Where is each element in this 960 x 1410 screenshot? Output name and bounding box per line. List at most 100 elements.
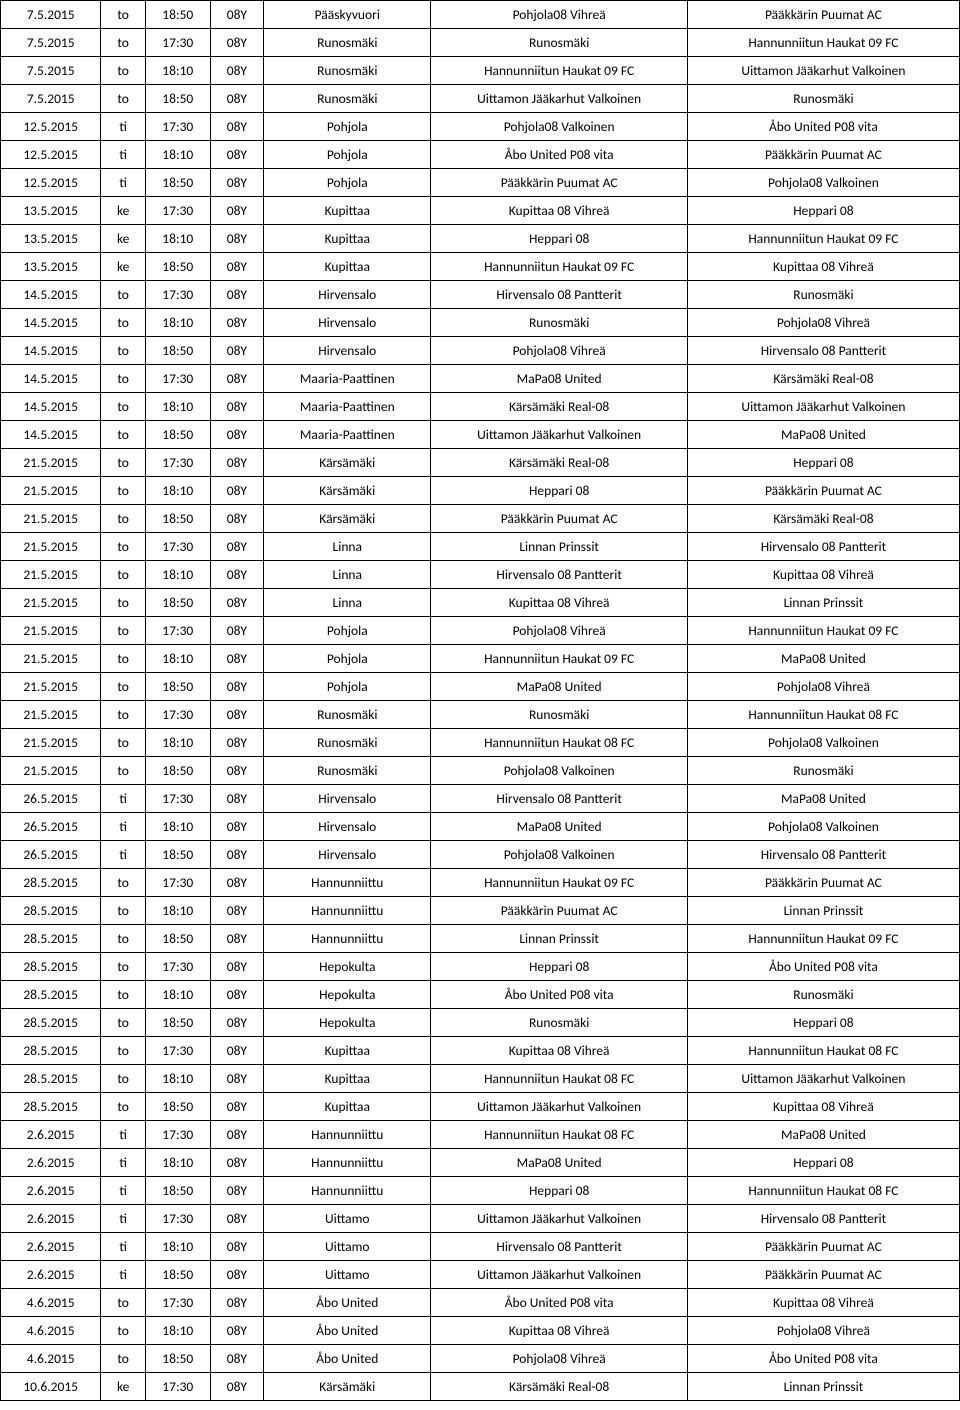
table-cell: Heppari 08 [431, 225, 687, 253]
table-cell: Pohjola08 Valkoinen [687, 169, 959, 197]
table-cell: 08Y [210, 85, 264, 113]
table-cell: 08Y [210, 925, 264, 953]
table-cell: Linnan Prinssit [687, 1373, 959, 1401]
table-cell: to [101, 365, 146, 393]
table-cell: Hirvensalo [264, 841, 431, 869]
table-cell: Hannunniittu [264, 897, 431, 925]
table-row: 2.6.2015ti18:5008YUittamoUittamon Jääkar… [1, 1261, 960, 1289]
table-cell: 18:50 [145, 1345, 210, 1373]
table-cell: 08Y [210, 421, 264, 449]
table-cell: 2.6.2015 [1, 1261, 101, 1289]
table-cell: Runosmäki [687, 981, 959, 1009]
table-cell: 18:50 [145, 253, 210, 281]
table-cell: Hannunniitun Haukat 09 FC [687, 225, 959, 253]
table-cell: 08Y [210, 1121, 264, 1149]
table-cell: Heppari 08 [687, 1009, 959, 1037]
table-cell: to [101, 953, 146, 981]
table-cell: 08Y [210, 505, 264, 533]
table-cell: Runosmäki [687, 281, 959, 309]
table-cell: 21.5.2015 [1, 589, 101, 617]
table-cell: 18:50 [145, 673, 210, 701]
table-cell: 12.5.2015 [1, 113, 101, 141]
table-cell: to [101, 869, 146, 897]
table-cell: Runosmäki [687, 85, 959, 113]
table-cell: 14.5.2015 [1, 421, 101, 449]
table-row: 14.5.2015to18:5008YMaaria-PaattinenUitta… [1, 421, 960, 449]
table-cell: Pääkkärin Puumat AC [431, 169, 687, 197]
table-row: 2.6.2015ti18:5008YHannunniittuHeppari 08… [1, 1177, 960, 1205]
table-cell: to [101, 1317, 146, 1345]
table-cell: Hannunniitun Haukat 08 FC [687, 1037, 959, 1065]
table-cell: Pohjola08 Vihreä [431, 1, 687, 29]
table-cell: Pääkkärin Puumat AC [687, 141, 959, 169]
table-cell: Kupittaa 08 Vihreä [431, 1037, 687, 1065]
table-cell: 08Y [210, 337, 264, 365]
table-cell: Pääkkärin Puumat AC [687, 1261, 959, 1289]
table-row: 14.5.2015to18:5008YHirvensaloPohjola08 V… [1, 337, 960, 365]
table-cell: 18:10 [145, 897, 210, 925]
table-cell: 08Y [210, 309, 264, 337]
table-cell: Kärsämäki [264, 477, 431, 505]
table-cell: to [101, 449, 146, 477]
table-cell: Pääkkärin Puumat AC [431, 505, 687, 533]
table-cell: 28.5.2015 [1, 1037, 101, 1065]
table-cell: Hirvensalo [264, 309, 431, 337]
table-cell: Runosmäki [264, 57, 431, 85]
table-row: 14.5.2015to17:3008YMaaria-PaattinenMaPa0… [1, 365, 960, 393]
table-cell: 28.5.2015 [1, 981, 101, 1009]
table-row: 21.5.2015to17:3008YKärsämäkiKärsämäki Re… [1, 449, 960, 477]
table-cell: Kupittaa [264, 225, 431, 253]
table-cell: 18:50 [145, 1, 210, 29]
table-cell: 08Y [210, 225, 264, 253]
table-cell: Hannunniittu [264, 925, 431, 953]
table-cell: 21.5.2015 [1, 701, 101, 729]
table-cell: Pohjola [264, 141, 431, 169]
table-row: 21.5.2015to18:5008YKärsämäkiPääkkärin Pu… [1, 505, 960, 533]
table-cell: 13.5.2015 [1, 197, 101, 225]
table-cell: 08Y [210, 981, 264, 1009]
table-cell: Uittamon Jääkarhut Valkoinen [431, 421, 687, 449]
table-cell: Hirvensalo [264, 337, 431, 365]
table-cell: 08Y [210, 281, 264, 309]
table-cell: 08Y [210, 1373, 264, 1401]
table-cell: Hirvensalo 08 Pantterit [431, 785, 687, 813]
table-row: 4.6.2015to17:3008YÅbo UnitedÅbo United P… [1, 1289, 960, 1317]
table-cell: 18:10 [145, 729, 210, 757]
table-cell: 4.6.2015 [1, 1317, 101, 1345]
table-cell: Pohjola08 Valkoinen [687, 813, 959, 841]
table-row: 4.6.2015to18:5008YÅbo UnitedPohjola08 Vi… [1, 1345, 960, 1373]
table-cell: ti [101, 785, 146, 813]
table-cell: Uittamon Jääkarhut Valkoinen [431, 1205, 687, 1233]
table-cell: to [101, 1345, 146, 1373]
table-row: 7.5.2015to17:3008YRunosmäkiRunosmäkiHann… [1, 29, 960, 57]
table-cell: Linna [264, 533, 431, 561]
table-cell: Kupittaa 08 Vihreä [687, 1093, 959, 1121]
table-cell: 08Y [210, 1009, 264, 1037]
table-cell: 28.5.2015 [1, 953, 101, 981]
table-cell: 12.5.2015 [1, 141, 101, 169]
table-cell: 18:50 [145, 1177, 210, 1205]
table-cell: Uittamon Jääkarhut Valkoinen [431, 1261, 687, 1289]
table-cell: 21.5.2015 [1, 449, 101, 477]
table-cell: Kupittaa 08 Vihreä [687, 561, 959, 589]
table-cell: Maaria-Paattinen [264, 393, 431, 421]
table-cell: 14.5.2015 [1, 337, 101, 365]
table-cell: Hannunniittu [264, 1149, 431, 1177]
table-cell: 14.5.2015 [1, 365, 101, 393]
table-cell: 18:50 [145, 757, 210, 785]
table-row: 26.5.2015ti18:5008YHirvensaloPohjola08 V… [1, 841, 960, 869]
table-cell: ti [101, 141, 146, 169]
table-cell: to [101, 505, 146, 533]
table-cell: 18:10 [145, 1317, 210, 1345]
table-cell: Maaria-Paattinen [264, 421, 431, 449]
table-cell: 18:10 [145, 225, 210, 253]
table-cell: 21.5.2015 [1, 617, 101, 645]
table-cell: 08Y [210, 785, 264, 813]
table-cell: to [101, 925, 146, 953]
table-cell: 10.6.2015 [1, 1373, 101, 1401]
table-row: 21.5.2015to18:1008YLinnaHirvensalo 08 Pa… [1, 561, 960, 589]
table-cell: 08Y [210, 113, 264, 141]
table-cell: 2.6.2015 [1, 1233, 101, 1261]
table-cell: Hannunniitun Haukat 08 FC [431, 729, 687, 757]
table-cell: Hepokulta [264, 1009, 431, 1037]
